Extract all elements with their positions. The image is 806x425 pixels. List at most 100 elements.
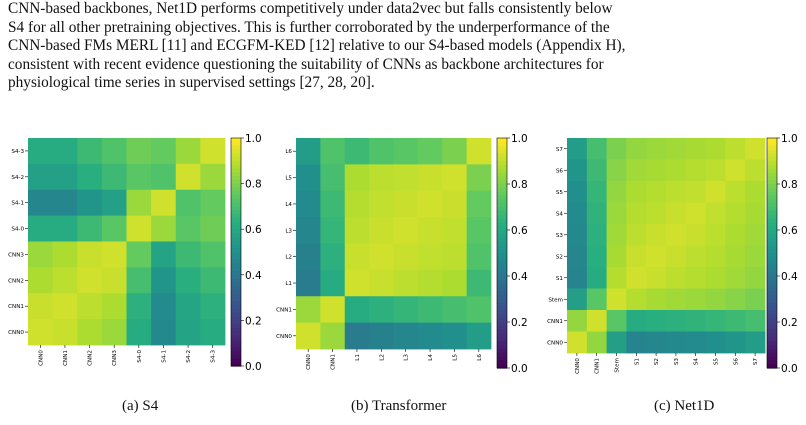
- heatmap-cell: [28, 319, 54, 346]
- heatmap-cell: [646, 310, 667, 332]
- colorbar-segment: [497, 149, 507, 154]
- heatmap-cell: [52, 319, 78, 346]
- colorbar-segment: [497, 176, 507, 181]
- heatmap-cell: [200, 293, 226, 320]
- colorbar-tick-label: 0.0: [781, 363, 798, 375]
- heatmap-cell: [344, 138, 370, 165]
- colorbar-segment: [497, 138, 507, 143]
- body-paragraph: CNN-based backbones, Net1D performs comp…: [8, 0, 798, 93]
- caption-a: (a) S4: [122, 398, 159, 414]
- colorbar-tick-label: 0.6: [245, 224, 262, 236]
- heatmap-cell: [52, 215, 78, 242]
- heatmap-cell: [52, 293, 78, 320]
- colorbar-segment: [231, 312, 241, 318]
- heatmap-panel-1: L6 L5 L4 L3 L2 L1 CNN1 CNN0 CNN0 CNN1 L1 L2 L3 L4 L5 L6: [276, 138, 492, 370]
- heatmap-cell: [393, 164, 419, 192]
- colorbar: 0.0 0.2 0.4 0.6 0.8 1.0: [230, 133, 262, 373]
- colorbar-segment: [231, 331, 241, 337]
- colorbar-frame: [766, 137, 778, 369]
- x-tick-label: L4: [428, 354, 434, 361]
- heatmap-cell: [344, 190, 370, 218]
- heatmap-cell: [28, 293, 54, 320]
- colorbar-tick-label: 0.8: [781, 179, 798, 191]
- colorbar-segment: [231, 267, 241, 272]
- x-tick-label: L1: [355, 354, 361, 361]
- heatmap-cell: [705, 159, 726, 182]
- heatmap-cell: [685, 245, 706, 268]
- heatmap-panel-2: S7 S6 S5 S4 S3 S2 S1 Stem CNN1 CNN0 CNN0 CNN1 Stem S1…: [547, 138, 766, 374]
- colorbar-segment: [497, 295, 507, 300]
- y-tick-label: S4: [556, 211, 564, 217]
- colorbar-segment: [231, 354, 241, 359]
- heatmap-cell: [666, 202, 687, 225]
- heatmap-cell: [320, 138, 346, 165]
- heatmap-cell: [200, 267, 226, 294]
- colorbar-segment: [497, 161, 507, 166]
- colorbar-segment: [231, 290, 241, 295]
- colorbar-segment: [231, 202, 241, 207]
- heatmap-cell: [296, 138, 321, 165]
- colorbar-segment: [767, 245, 777, 250]
- heatmap-cell: [567, 181, 588, 203]
- heatmap-cell: [626, 181, 647, 203]
- colorbar-segment: [767, 157, 777, 162]
- colorbar-segment: [231, 168, 241, 173]
- heatmap-cell: [151, 138, 177, 165]
- heatmap-cell: [393, 296, 419, 324]
- heatmap-cell: [369, 243, 394, 271]
- colorbar-segment: [767, 295, 777, 300]
- colorbar-segment: [497, 226, 507, 231]
- heatmap-cell: [626, 245, 647, 268]
- colorbar-segment: [497, 356, 507, 361]
- colorbar-tick-label: 0.0: [511, 363, 528, 375]
- heatmap-cell: [175, 189, 201, 217]
- heatmap-cell: [646, 138, 667, 160]
- heatmap-cell: [52, 163, 78, 191]
- colorbar-segment: [231, 153, 241, 158]
- heatmap-cell: [52, 189, 78, 217]
- heatmap-cell: [52, 138, 78, 165]
- colorbar-segment: [497, 276, 507, 281]
- heatmap-cell: [606, 138, 627, 160]
- colorbar-tick-label: 0.6: [511, 225, 528, 237]
- heatmap-cell: [52, 241, 78, 268]
- colorbar-segment: [231, 187, 241, 192]
- x-tick-label: S2: [654, 358, 660, 365]
- x-tick-label: CNN0: [38, 350, 44, 366]
- heatmap-cell: [466, 217, 492, 244]
- heatmap-cell: [175, 241, 201, 268]
- colorbar-segment: [497, 141, 507, 147]
- heatmap-cell: [77, 163, 103, 191]
- colorbar-segment: [497, 180, 507, 185]
- heatmap-cell: [442, 296, 468, 324]
- y-tick-label: CNN1: [547, 319, 563, 325]
- heatmap-cell: [393, 190, 419, 218]
- colorbar-segment: [767, 322, 777, 327]
- heatmap-cell: [606, 267, 627, 289]
- heatmap-cell: [646, 288, 667, 311]
- colorbar-segment: [767, 199, 777, 204]
- heatmap-cell: [646, 245, 667, 268]
- heatmap-panel-0: S4-3 S4-2 S4-1 S4-0 CNN3 CNN2 CNN1 CNN0 CNN0 CNN1…: [8, 138, 226, 366]
- heatmap-cell: [126, 293, 152, 320]
- heatmap-cell: [344, 296, 370, 324]
- colorbar-segment: [767, 256, 777, 262]
- colorbar-segment: [231, 347, 241, 352]
- paragraph-line: consistent with recent evidence question…: [8, 55, 604, 73]
- heatmap-cell: [77, 138, 103, 165]
- colorbar-segment: [767, 302, 777, 308]
- colorbar-segment: [231, 274, 241, 280]
- colorbar-segment: [767, 310, 777, 315]
- heatmap-cell: [606, 310, 627, 332]
- heatmap-cell: [28, 138, 54, 165]
- heatmap-cell: [626, 138, 647, 160]
- heatmap-cell: [705, 138, 726, 160]
- colorbar-segment: [767, 237, 777, 243]
- colorbar-segment: [231, 301, 241, 306]
- y-tick-label: CNN0: [8, 330, 24, 336]
- heatmap-cell: [466, 243, 492, 271]
- x-tick-label: CNN1: [595, 358, 601, 374]
- y-tick-label: S4-0: [11, 227, 24, 233]
- colorbar-segment: [497, 168, 507, 174]
- colorbar-segment: [767, 253, 777, 258]
